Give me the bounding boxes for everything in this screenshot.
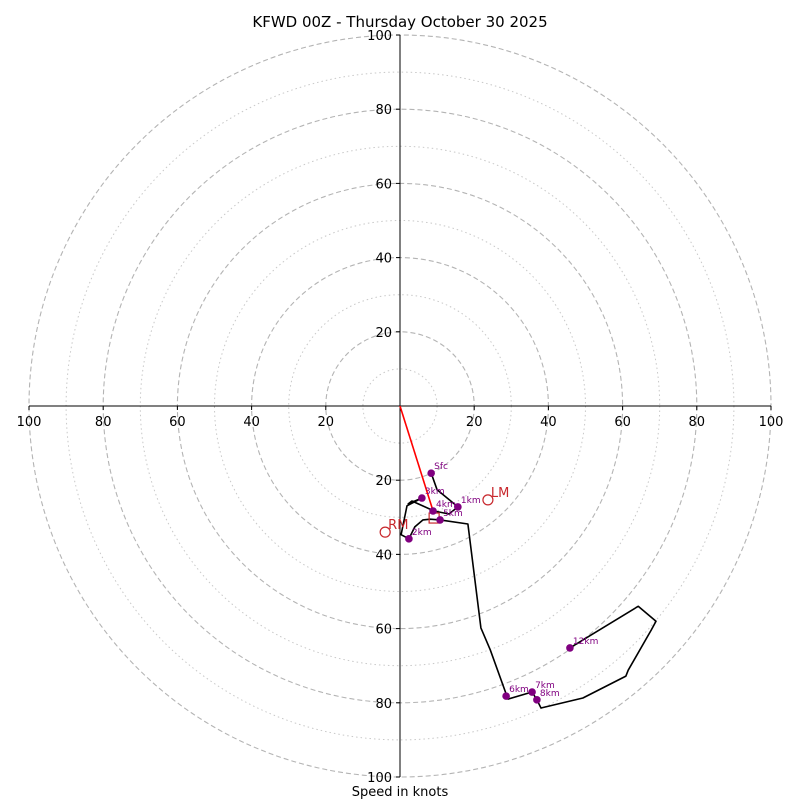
y-tick-label: 60 — [375, 177, 392, 192]
y-tick-label: 60 — [375, 623, 392, 638]
height-point-12km — [566, 644, 574, 652]
y-tick-label: 80 — [375, 697, 392, 712]
height-label-6km: 6km — [509, 685, 529, 695]
y-tick-label: 100 — [367, 29, 392, 44]
height-label-5km: 5km — [443, 509, 463, 519]
height-label-2km: 2km — [412, 528, 432, 538]
height-point-4km — [429, 507, 437, 515]
height-label-4km: 4km — [436, 500, 456, 510]
x-tick-label: 20 — [318, 415, 335, 430]
x-tick-label: 100 — [759, 415, 784, 430]
y-tick-label: 80 — [375, 103, 392, 118]
y-tick-label: 40 — [375, 252, 392, 267]
storm-motion-label-rm: RM — [388, 518, 408, 533]
x-tick-label: 100 — [17, 415, 42, 430]
y-tick-label: 20 — [375, 326, 392, 341]
x-tick-label: 80 — [95, 415, 112, 430]
y-tick-label: 40 — [375, 548, 392, 563]
height-point-8km — [533, 696, 541, 704]
shear-vector-line — [399, 405, 435, 515]
x-tick-label: 20 — [466, 415, 483, 430]
x-axis-label: Speed in knots — [352, 785, 449, 800]
storm-motion-marker-lm — [482, 494, 494, 506]
height-point-3km — [418, 494, 426, 502]
storm-motion-label-lm: LM — [491, 486, 509, 501]
height-point-6km — [502, 692, 510, 700]
y-tick-label: 100 — [367, 771, 392, 786]
height-label-8km: 8km — [540, 689, 560, 699]
x-tick-label: 40 — [540, 415, 557, 430]
height-point-5km — [436, 516, 444, 524]
tick-labels: 100 80 60 40 20 20 40 60 80 100 20 20 40 40 60 60 80 80 10… — [17, 29, 784, 786]
height-label-7km: 7km — [535, 681, 555, 691]
height-label-sfc: Sfc — [434, 462, 448, 472]
height-point-1km — [454, 503, 462, 511]
height-label-12km: 12km — [573, 637, 598, 647]
x-tick-label: 60 — [614, 415, 631, 430]
height-point-7km — [528, 688, 536, 696]
chart-title: KFWD 00Z - Thursday October 30 2025 — [252, 13, 547, 31]
storm-motion-marker-rm — [379, 526, 391, 538]
height-label-1km: 1km — [461, 496, 481, 506]
x-tick-label: 80 — [689, 415, 706, 430]
y-tick-label: 20 — [375, 474, 392, 489]
x-tick-label: 40 — [243, 415, 260, 430]
x-tick-label: 60 — [169, 415, 186, 430]
height-point-sfc — [427, 469, 435, 477]
height-point-2km — [405, 535, 413, 543]
height-label-3km: 3km — [425, 487, 445, 497]
